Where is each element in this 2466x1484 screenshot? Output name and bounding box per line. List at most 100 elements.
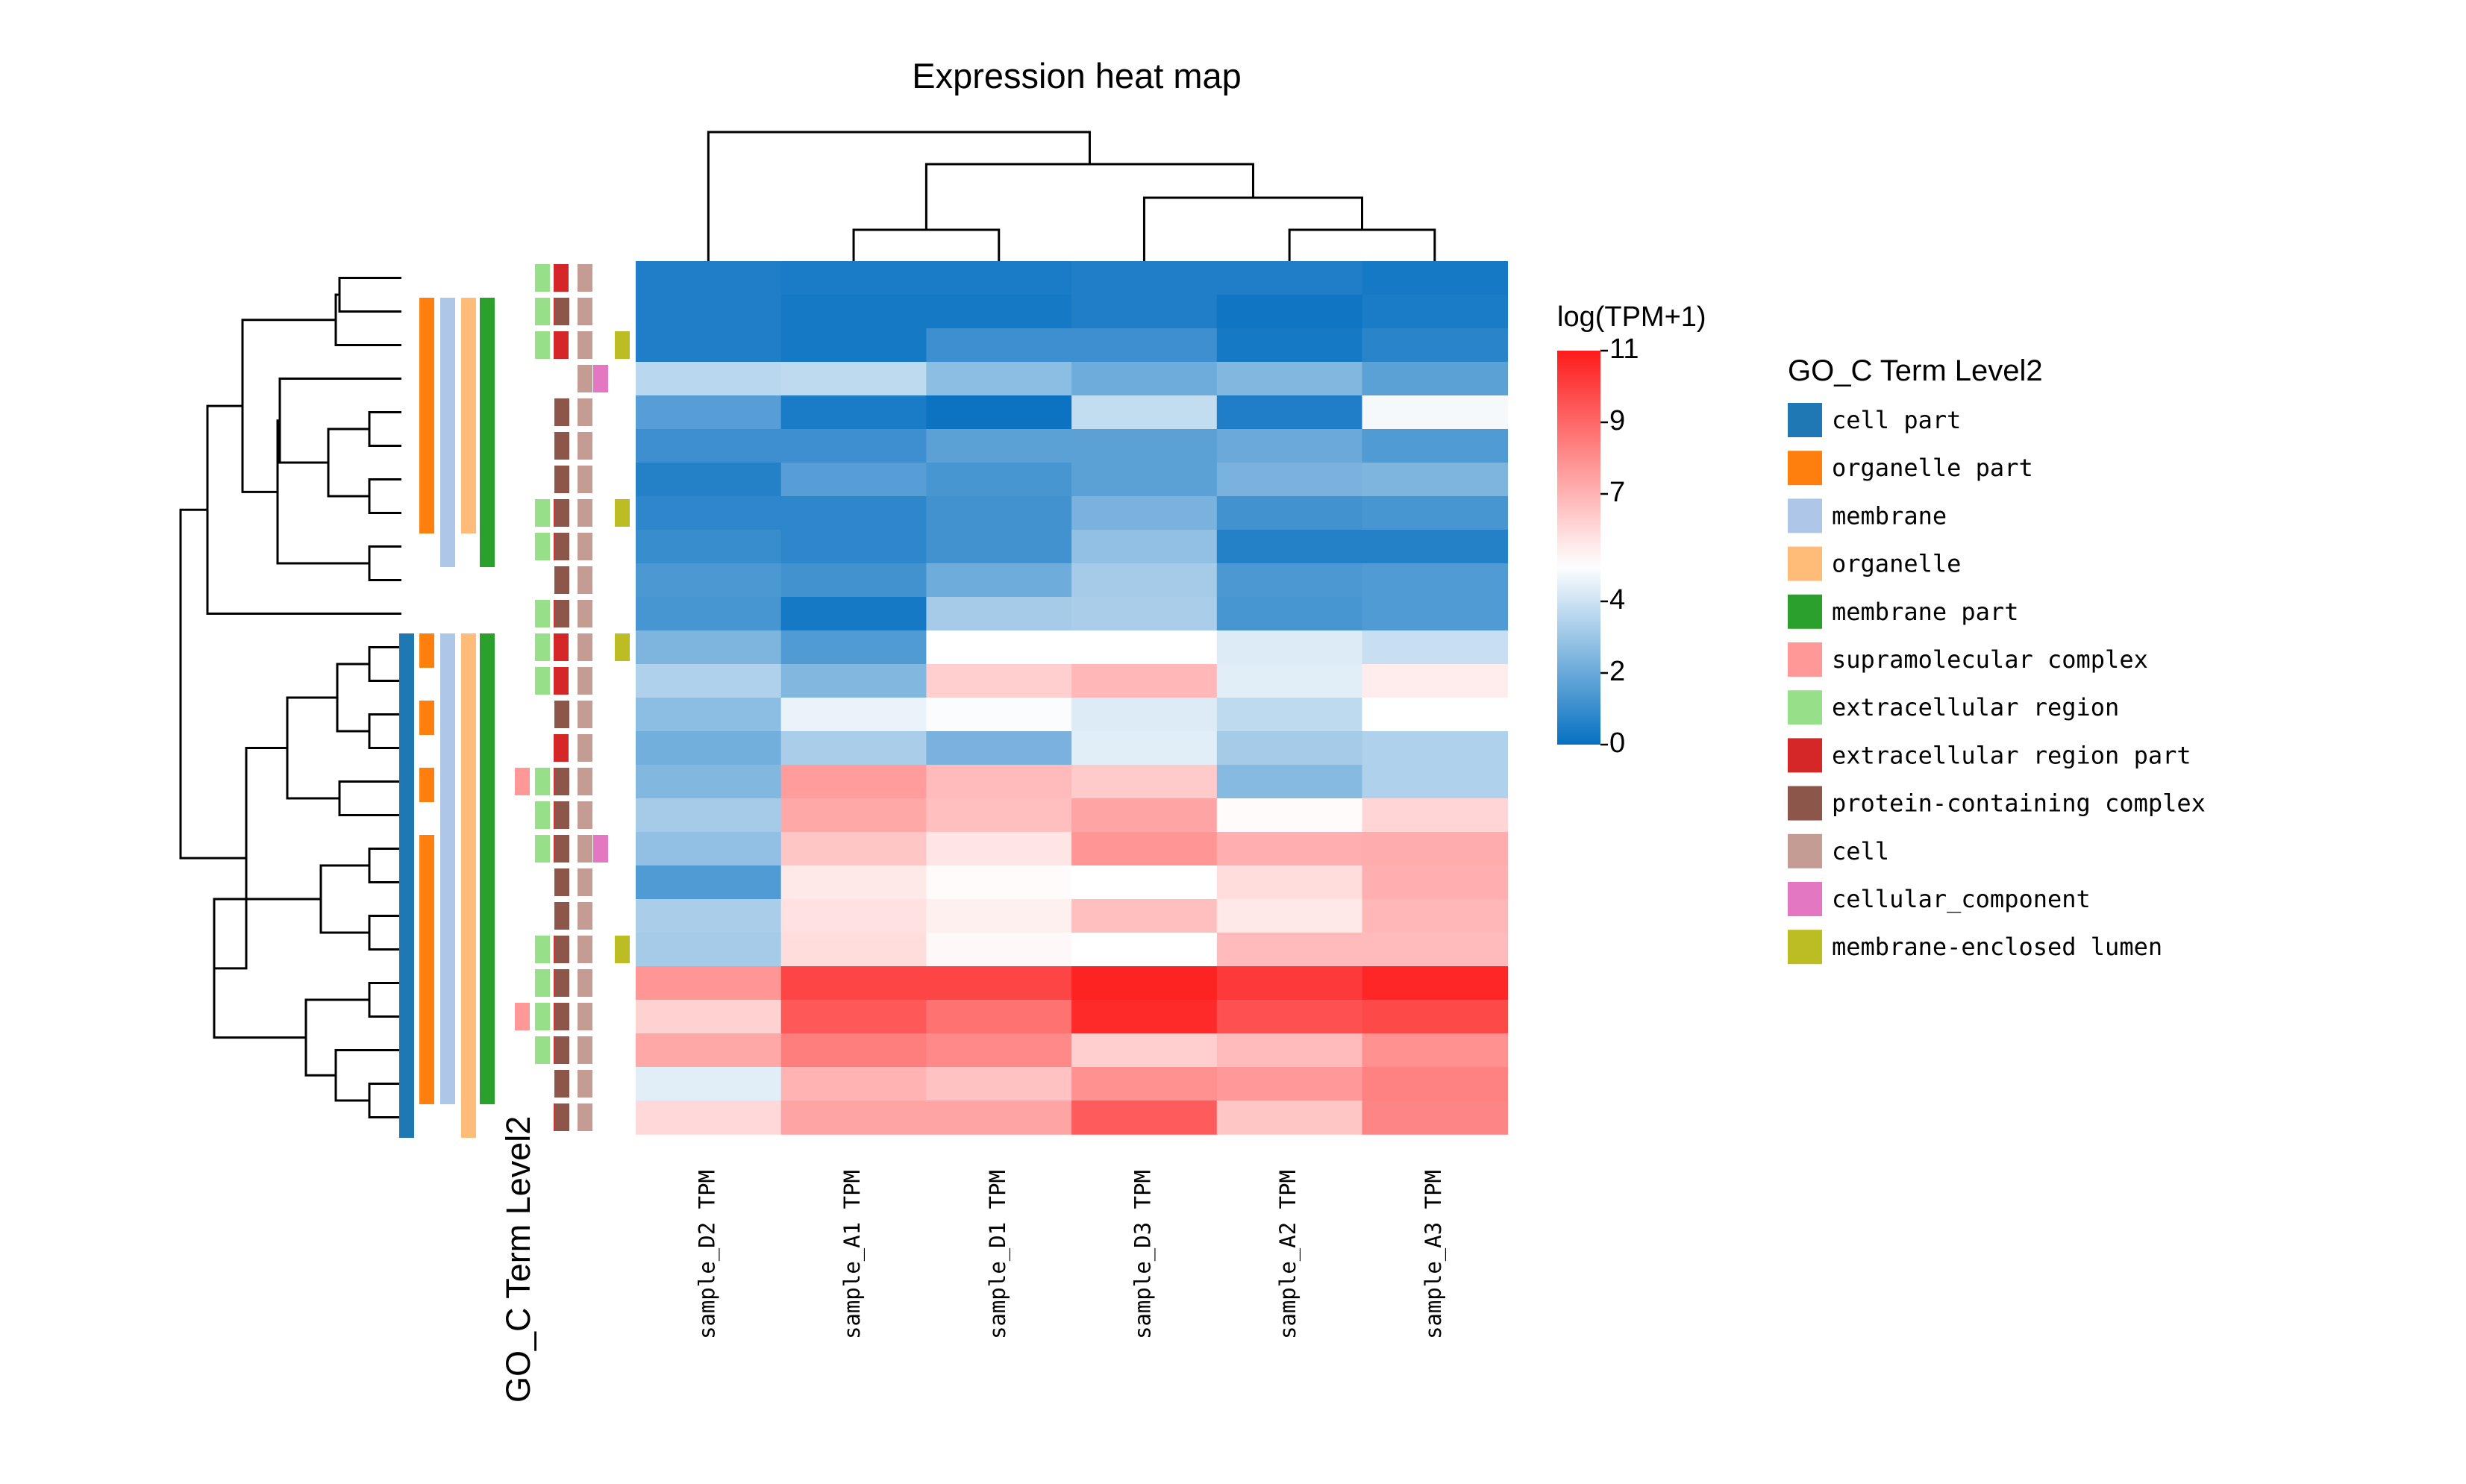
heatmap-cell <box>636 664 782 698</box>
annotation-cell <box>578 264 592 292</box>
colorbar-tick-label: 7 <box>1609 477 1625 508</box>
legend-label: cellular_component <box>1832 885 2091 913</box>
annotation-cell <box>461 633 476 668</box>
heatmap-cell <box>780 798 927 833</box>
row-dendrogram-link <box>206 404 401 615</box>
row-dendrogram-link <box>368 713 401 749</box>
annotation-cell <box>480 1070 495 1104</box>
heatmap-cell <box>1216 563 1363 598</box>
legend-label: protein-containing complex <box>1832 789 2206 818</box>
heatmap-cell <box>1071 328 1218 363</box>
heatmap-cell <box>780 731 927 766</box>
row-dendrogram-link <box>278 378 401 464</box>
colorbar-tick-label: 2 <box>1609 656 1625 687</box>
annotation-cell <box>578 1070 592 1098</box>
heatmap-cell <box>780 563 927 598</box>
annotation-cell <box>399 936 414 970</box>
row-dendrogram-link <box>286 696 339 800</box>
annotation-cell <box>615 499 630 527</box>
annotation-cell <box>480 868 495 903</box>
heatmap-cell <box>1216 933 1363 967</box>
column-label: sample_D3 TPM <box>1130 1170 1156 1339</box>
heatmap-cell <box>780 899 927 933</box>
heatmap-cell <box>636 832 782 866</box>
annotation-cell <box>554 902 569 930</box>
annotation-cell <box>480 365 495 399</box>
heatmap-cell <box>636 1033 782 1068</box>
annotation-cell <box>480 701 495 735</box>
legend-label: membrane part <box>1832 598 2018 626</box>
row-dendrogram-link <box>327 428 369 498</box>
heatmap-cell <box>636 933 782 967</box>
heatmap-cell <box>636 395 782 430</box>
legend-label: supramolecular complex <box>1832 645 2148 674</box>
heatmap-cell <box>780 1000 927 1034</box>
legend-swatch <box>1788 498 1822 533</box>
row-dendrogram-link <box>368 478 401 514</box>
annotation-cell <box>399 835 414 869</box>
annotation-cell <box>554 633 569 661</box>
heatmap-cell <box>1071 395 1218 430</box>
annotation-cell <box>399 667 414 701</box>
annotation-cell <box>578 667 592 695</box>
heatmap-cell <box>1362 1000 1508 1034</box>
annotation-cell <box>419 701 434 735</box>
annotation-cell <box>578 533 592 560</box>
column-label: sample_D1 TPM <box>985 1170 1011 1339</box>
heatmap-cell <box>1362 295 1508 329</box>
column-label: sample_A1 TPM <box>839 1170 866 1339</box>
annotation-cell <box>578 365 592 392</box>
heatmap-cell <box>780 664 927 698</box>
heatmap-cell <box>926 429 1072 463</box>
heatmap-cell <box>926 731 1072 766</box>
heatmap-cell <box>926 1101 1072 1135</box>
heatmap-cell <box>1216 664 1363 698</box>
annotation-cell <box>593 365 608 392</box>
annotation-cell <box>461 768 476 802</box>
annotation-cell <box>480 667 495 701</box>
heatmap-cell <box>1362 395 1508 430</box>
heatmap-cell <box>780 597 927 631</box>
annotation-cell <box>535 801 550 829</box>
annotation-cell <box>554 466 569 493</box>
annotation-cell <box>440 734 455 768</box>
annotation-cell <box>535 533 550 560</box>
heatmap-cell <box>636 597 782 631</box>
annotation-cell <box>419 331 434 366</box>
annotation-cell <box>461 499 476 533</box>
heatmap-cell <box>1362 530 1508 564</box>
row-dendrogram <box>179 277 401 1118</box>
annotation-cell <box>461 398 476 433</box>
legend-label: cell part <box>1832 406 1961 434</box>
heatmap-cell <box>1362 765 1508 799</box>
heatmap-cell <box>636 731 782 766</box>
annotation-cell <box>461 667 476 701</box>
heatmap-cell <box>926 698 1072 732</box>
heatmap-cell <box>780 630 927 665</box>
annotation-cell <box>535 264 550 292</box>
heatmap-cell <box>636 765 782 799</box>
row-dendrogram-link <box>241 319 336 493</box>
row-dendrogram-link <box>368 545 401 581</box>
heatmap-cell <box>1362 966 1508 1001</box>
annotation-cell <box>578 298 592 325</box>
heatmap-cell <box>780 463 927 497</box>
annotation-cell <box>461 835 476 869</box>
annotation-cell <box>440 331 455 366</box>
heatmap-cell <box>780 1033 927 1068</box>
heatmap-cell <box>780 295 927 329</box>
heatmap-cell <box>780 698 927 732</box>
heatmap-cell <box>926 395 1072 430</box>
heatmap-cell <box>1362 664 1508 698</box>
annotation-cell <box>461 701 476 735</box>
heatmap-cell <box>636 1000 782 1034</box>
annotation-track-label: GO_C Term Level2 <box>499 1116 537 1403</box>
annotation-cell <box>461 1003 476 1037</box>
heatmap-cell <box>1362 1033 1508 1068</box>
annotation-cell <box>480 633 495 668</box>
heatmap-cell <box>1071 1000 1218 1034</box>
heatmap-cell <box>1071 1101 1218 1135</box>
heatmap-cell <box>1071 630 1218 665</box>
annotation-cell <box>399 1103 414 1138</box>
heatmap-cell <box>1216 395 1363 430</box>
